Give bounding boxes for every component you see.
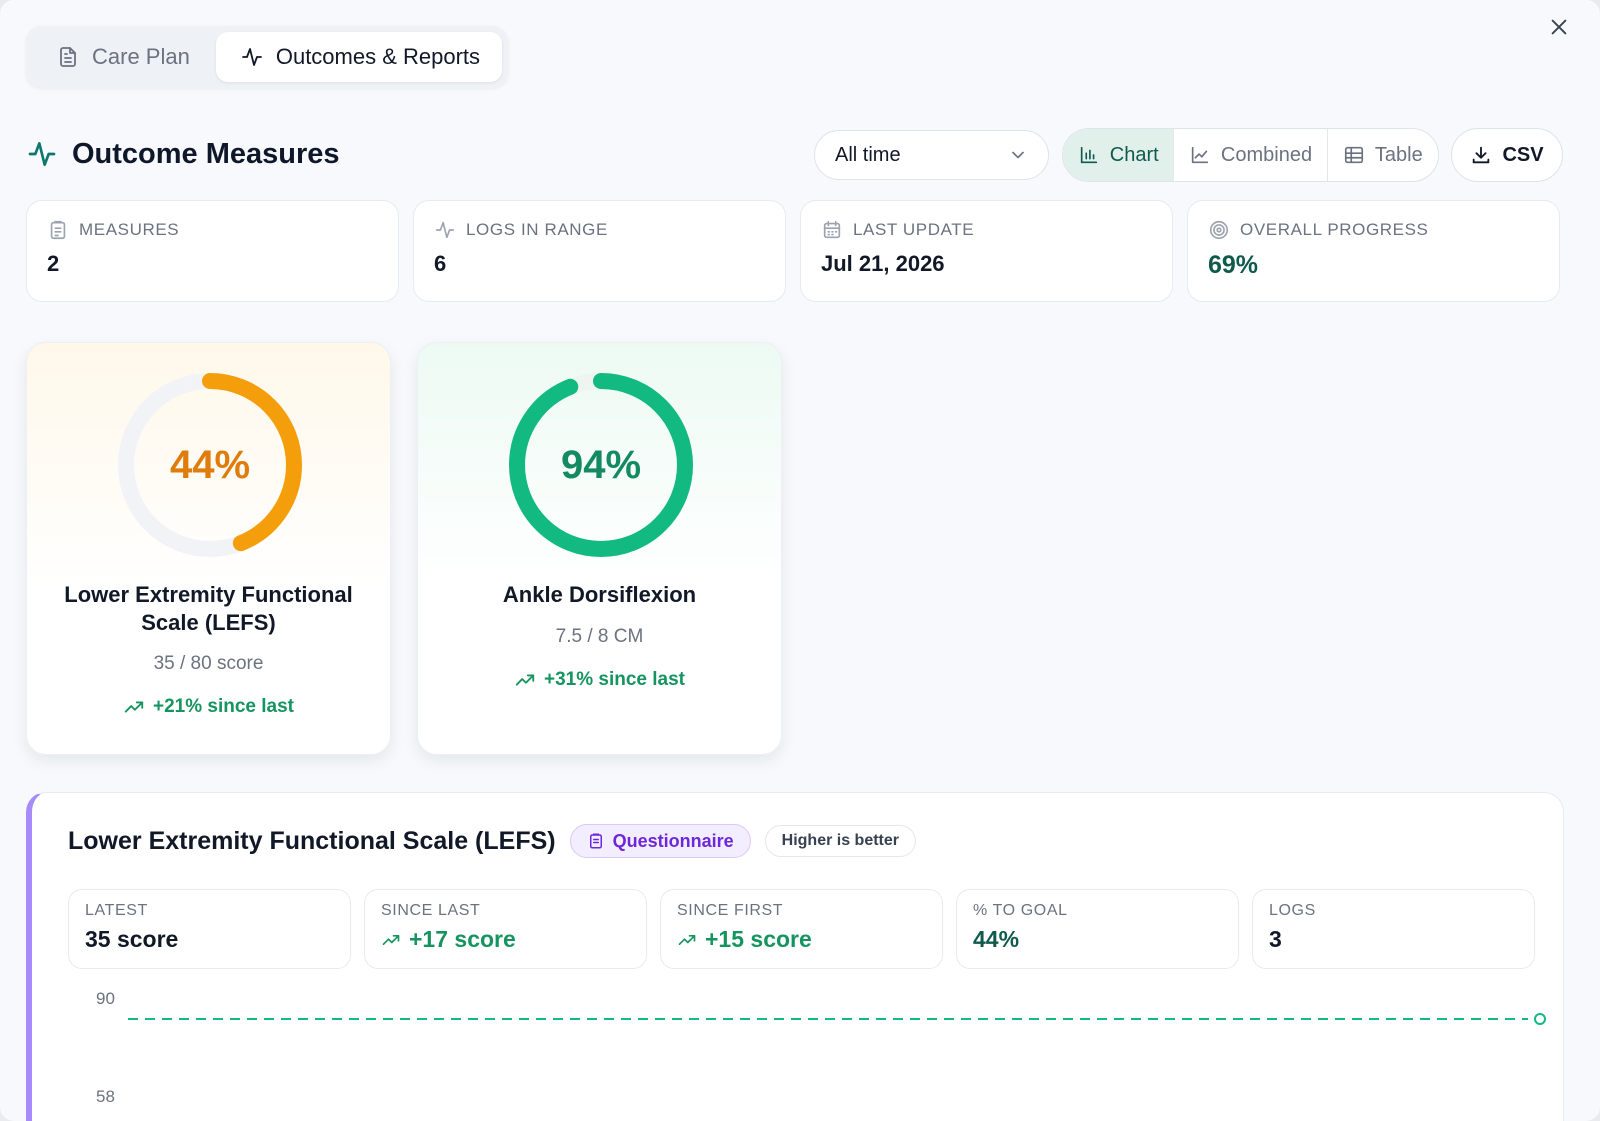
export-csv-button[interactable]: CSV — [1451, 128, 1563, 182]
trend-chart: 90 58 — [68, 989, 1563, 1121]
page-title: Outcome Measures — [72, 137, 340, 170]
measure-trend: +31% since last — [418, 669, 781, 691]
calendar-icon — [823, 220, 841, 239]
progress-percent: 44% — [169, 442, 251, 487]
tab-outcomes-reports[interactable]: Outcomes & Reports — [215, 32, 503, 82]
csv-label: CSV — [1502, 143, 1544, 166]
activity-icon — [241, 48, 262, 66]
metric-label: Since first — [677, 902, 784, 919]
tab-label: Care Plan — [92, 44, 190, 69]
type-badge: Questionnaire — [569, 824, 751, 858]
direction-badge: Higher is better — [764, 825, 916, 857]
view-chart-button[interactable]: Chart — [1063, 129, 1175, 181]
activity-icon — [28, 142, 56, 166]
view-table-button[interactable]: Table — [1328, 129, 1438, 181]
stat-label-row: Measures — [47, 219, 378, 241]
y-tick-label: 58 — [96, 1087, 115, 1106]
metric-label: Latest — [85, 902, 148, 919]
progress-percent: 94% — [560, 442, 642, 487]
activity-icon — [435, 221, 455, 239]
metric-value: +15 score — [705, 926, 812, 952]
stat-value: 69% — [1208, 251, 1259, 279]
goal-line — [128, 1013, 1546, 1025]
metric-label: Logs — [1269, 902, 1316, 919]
stat-card-overall-progress: Overall progress 69% — [1187, 200, 1560, 302]
chevron-down-icon — [1012, 151, 1024, 159]
measure-trend: +21% since last — [27, 696, 390, 718]
measure-card-ankle-dorsiflexion[interactable]: 94% Ankle Dorsiflexion 7.5 / 8 CM +31% s… — [417, 342, 782, 755]
table-icon — [1344, 146, 1363, 164]
line-chart-icon — [1191, 146, 1209, 164]
trending-up-icon — [124, 701, 144, 713]
document-icon — [60, 47, 76, 67]
close-icon — [1551, 19, 1567, 35]
metric-label: Since last — [381, 902, 481, 919]
metric-value: 35 score — [85, 926, 179, 952]
trend-text: +21% since last — [152, 696, 294, 717]
measure-value: 35 / 80 score — [153, 653, 264, 674]
stat-label-row: Overall progress — [1208, 219, 1539, 241]
time-range-select[interactable]: All time — [814, 130, 1049, 180]
metric-value: 44% — [973, 926, 1020, 952]
metric-latest: Latest 35 score — [68, 889, 351, 969]
close-button[interactable] — [1546, 14, 1572, 40]
download-icon — [1473, 146, 1490, 164]
stat-label: Overall progress — [1240, 220, 1429, 239]
time-range-value: All time — [835, 143, 901, 166]
metric-label: % to goal — [973, 902, 1068, 919]
y-tick-label: 90 — [96, 989, 115, 1008]
stat-label: Measures — [79, 220, 180, 239]
view-combined-label: Combined — [1220, 143, 1313, 166]
progress-ring — [509, 373, 693, 557]
trend-text: +31% since last — [543, 669, 685, 690]
bar-chart-icon — [1080, 146, 1097, 164]
stat-label-row: Last update — [821, 219, 1152, 241]
detail-header: Lower Extremity Functional Scale (LEFS) … — [68, 823, 916, 859]
metric-value-row: +15 score — [677, 926, 926, 953]
trending-up-icon — [515, 674, 535, 686]
stat-label: Logs in range — [466, 220, 608, 239]
stat-value: Jul 21, 2026 — [821, 251, 945, 276]
metric-percent-to-goal: % to goal 44% — [956, 889, 1239, 969]
metric-value: 3 — [1269, 926, 1282, 952]
tab-label: Outcomes & Reports — [275, 44, 481, 69]
view-chart-label: Chart — [1109, 143, 1159, 166]
stat-label-row: Logs in range — [434, 219, 765, 241]
stat-card-measures: Measures 2 — [26, 200, 399, 302]
view-mode-toggle: Chart Combined Table — [1062, 128, 1439, 182]
view-table-label: Table — [1374, 143, 1423, 166]
stat-label: Last update — [853, 220, 975, 239]
measure-name: Ankle Dorsiflexion — [502, 582, 697, 607]
metric-since-last: Since last +17 score — [364, 889, 647, 969]
measure-detail-panel: Lower Extremity Functional Scale (LEFS) … — [26, 792, 1564, 1121]
trending-up-icon — [678, 934, 696, 945]
section-header: Outcome Measures — [26, 130, 340, 178]
tab-care-plan[interactable]: Care Plan — [32, 32, 212, 82]
target-icon — [1209, 220, 1229, 240]
stat-value: 6 — [434, 251, 447, 276]
type-badge-label: Questionnaire — [612, 830, 734, 851]
detail-title: Lower Extremity Functional Scale (LEFS) — [68, 826, 556, 855]
clipboard-icon — [50, 220, 66, 240]
progress-ring — [118, 373, 302, 557]
clipboard-icon — [589, 833, 602, 849]
metric-since-first: Since first +15 score — [660, 889, 943, 969]
stat-card-logs: Logs in range 6 — [413, 200, 786, 302]
tab-bar: Care Plan Outcomes & Reports — [26, 26, 509, 88]
metric-logs: Logs 3 — [1252, 889, 1535, 969]
stat-value: 2 — [47, 251, 60, 276]
stat-card-last-update: Last update Jul 21, 2026 — [800, 200, 1173, 302]
metric-value: +17 score — [409, 926, 516, 952]
measure-name: Lower Extremity Functional Scale (LEFS) — [64, 582, 353, 635]
measure-card-lefs[interactable]: 44% Lower Extremity Functional Scale (LE… — [26, 342, 391, 755]
measure-value: 7.5 / 8 CM — [555, 626, 644, 647]
view-combined-button[interactable]: Combined — [1174, 129, 1328, 181]
metric-value-row: +17 score — [381, 926, 630, 953]
trending-up-icon — [382, 934, 400, 945]
